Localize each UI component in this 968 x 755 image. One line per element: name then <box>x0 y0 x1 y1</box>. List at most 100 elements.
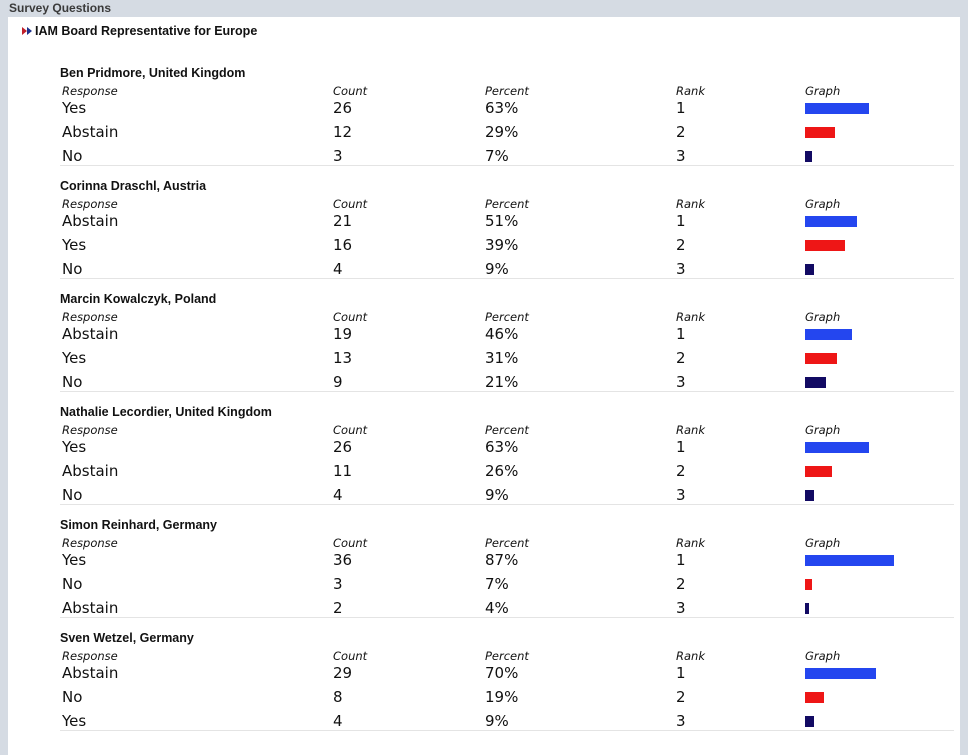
cell-count: 4 <box>333 712 343 730</box>
result-bar <box>805 329 852 340</box>
double-arrow-icon <box>22 27 32 35</box>
result-bar <box>805 103 869 114</box>
column-header-graph: Graph <box>805 423 841 437</box>
result-bar <box>805 127 835 138</box>
cell-rank: 1 <box>676 325 686 343</box>
column-header-percent: Percent <box>485 649 529 663</box>
candidate-name: Sven Wetzel, Germany <box>60 631 194 645</box>
column-header-graph: Graph <box>805 197 841 211</box>
cell-response: Yes <box>62 99 87 117</box>
cell-count: 21 <box>333 212 353 230</box>
cell-rank: 1 <box>676 438 686 456</box>
result-bar <box>805 668 876 679</box>
candidate-block: Simon Reinhard, Germany Response Count Perc… <box>60 518 954 631</box>
cell-response: No <box>62 486 83 504</box>
cell-count: 9 <box>333 373 343 391</box>
column-header-graph: Graph <box>805 84 841 98</box>
column-header-percent: Percent <box>485 536 529 550</box>
result-bar <box>805 353 837 364</box>
cell-percent: 7% <box>485 147 509 165</box>
cell-percent: 51% <box>485 212 519 230</box>
cell-rank: 3 <box>676 147 686 165</box>
column-header-count: Count <box>333 84 368 98</box>
cell-count: 13 <box>333 349 353 367</box>
divider <box>60 391 954 392</box>
column-header-response: Response <box>62 197 118 211</box>
cell-response: Yes <box>62 551 87 569</box>
cell-count: 11 <box>333 462 353 480</box>
result-bar <box>805 692 824 703</box>
column-header-count: Count <box>333 310 368 324</box>
column-header-response: Response <box>62 649 118 663</box>
cell-count: 19 <box>333 325 353 343</box>
cell-percent: 9% <box>485 260 509 278</box>
candidate-name: Simon Reinhard, Germany <box>60 518 217 532</box>
cell-percent: 29% <box>485 123 519 141</box>
cell-percent: 7% <box>485 575 509 593</box>
cell-response: No <box>62 373 83 391</box>
result-bar <box>805 264 814 275</box>
column-header-count: Count <box>333 536 368 550</box>
result-bar <box>805 716 814 727</box>
divider <box>60 504 954 505</box>
column-header-rank: Rank <box>676 197 705 211</box>
cell-response: No <box>62 260 83 278</box>
cell-rank: 3 <box>676 599 686 617</box>
cell-response: Yes <box>62 712 87 730</box>
cell-rank: 1 <box>676 551 686 569</box>
cell-rank: 1 <box>676 212 686 230</box>
column-header-graph: Graph <box>805 649 841 663</box>
cell-percent: 39% <box>485 236 519 254</box>
cell-response: Abstain <box>62 462 119 480</box>
cell-percent: 63% <box>485 99 519 117</box>
column-header-rank: Rank <box>676 84 705 98</box>
cell-percent: 46% <box>485 325 519 343</box>
result-bar <box>805 579 812 590</box>
cell-percent: 63% <box>485 438 519 456</box>
column-header-response: Response <box>62 423 118 437</box>
column-header-rank: Rank <box>676 536 705 550</box>
section-header: Survey Questions <box>9 1 112 15</box>
candidate-name: Nathalie Lecordier, United Kingdom <box>60 405 272 419</box>
cell-response: Abstain <box>62 599 119 617</box>
cell-count: 12 <box>333 123 353 141</box>
candidate-block: Ben Pridmore, United Kingdom Response Coun… <box>60 66 954 179</box>
candidate-name: Ben Pridmore, United Kingdom <box>60 66 246 80</box>
cell-response: Yes <box>62 349 87 367</box>
column-header-percent: Percent <box>485 310 529 324</box>
result-bar <box>805 466 832 477</box>
column-header-percent: Percent <box>485 84 529 98</box>
cell-count: 2 <box>333 599 343 617</box>
candidate-block: Marcin Kowalczyk, Poland Response Count Per… <box>60 292 954 405</box>
column-header-response: Response <box>62 310 118 324</box>
cell-count: 4 <box>333 486 343 504</box>
result-bar <box>805 555 894 566</box>
cell-count: 16 <box>333 236 353 254</box>
result-bar <box>805 603 809 614</box>
column-header-count: Count <box>333 197 368 211</box>
cell-rank: 2 <box>676 462 686 480</box>
result-bar <box>805 240 845 251</box>
cell-percent: 9% <box>485 712 509 730</box>
column-header-count: Count <box>333 649 368 663</box>
candidate-name: Marcin Kowalczyk, Poland <box>60 292 217 306</box>
cell-rank: 1 <box>676 664 686 682</box>
cell-percent: 9% <box>485 486 509 504</box>
result-bar <box>805 151 812 162</box>
column-header-percent: Percent <box>485 197 529 211</box>
column-header-response: Response <box>62 536 118 550</box>
cell-response: No <box>62 147 83 165</box>
cell-rank: 2 <box>676 349 686 367</box>
divider <box>60 278 954 279</box>
cell-count: 8 <box>333 688 343 706</box>
cell-rank: 2 <box>676 236 686 254</box>
cell-count: 36 <box>333 551 353 569</box>
cell-percent: 19% <box>485 688 519 706</box>
cell-rank: 2 <box>676 575 686 593</box>
cell-count: 29 <box>333 664 353 682</box>
divider <box>60 617 954 618</box>
cell-rank: 2 <box>676 123 686 141</box>
cell-response: Yes <box>62 236 87 254</box>
cell-percent: 87% <box>485 551 519 569</box>
